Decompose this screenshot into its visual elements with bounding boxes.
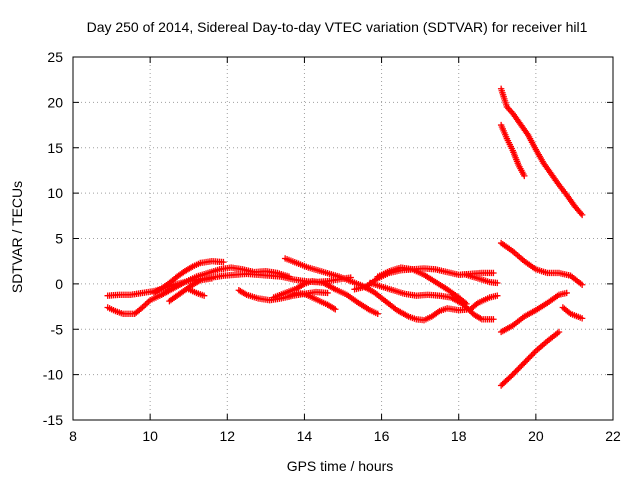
y-axis-label: SDTVAR / TECUs [9, 181, 25, 293]
x-tick-label: 10 [142, 428, 158, 444]
data-point [578, 211, 586, 219]
series-arc-15 [497, 121, 528, 180]
series-arc-18 [559, 304, 586, 322]
data-point [522, 358, 529, 365]
data-point [142, 301, 149, 308]
series-arc-13 [463, 271, 501, 287]
data-point [525, 355, 532, 362]
data-point [563, 289, 570, 297]
x-tick-label: 18 [451, 428, 467, 444]
data-point [518, 362, 525, 369]
data-point [515, 365, 522, 372]
data-point [529, 350, 537, 358]
x-tick-label: 16 [374, 428, 390, 444]
data-point [526, 353, 534, 361]
y-tick-label: -10 [43, 367, 63, 383]
data-point [509, 371, 516, 378]
data-point [494, 279, 501, 287]
data-point [200, 292, 208, 299]
data-point [513, 367, 521, 374]
x-tick-label: 12 [219, 428, 235, 444]
data-point [523, 356, 531, 364]
data-points [104, 85, 586, 389]
axis-ticks [72, 56, 614, 421]
y-tick-label: 10 [47, 185, 63, 201]
series-arc-19 [497, 328, 563, 389]
data-point [374, 310, 381, 318]
series-arc-17 [497, 289, 570, 336]
series-arc-7 [270, 277, 381, 318]
data-point [555, 328, 563, 336]
y-tick-label: -5 [51, 321, 64, 337]
data-point [531, 349, 538, 356]
series-arc-3 [150, 257, 227, 297]
data-point [578, 315, 586, 322]
data-point [494, 292, 501, 299]
x-tick-label: 8 [69, 428, 77, 444]
data-point [519, 361, 527, 368]
axis-tick-labels: 8 10 12 14 16 18 20 22 -15 -10 -5 0 5 10 15 20 25 [43, 49, 621, 444]
chart-title: Day 250 of 2014, Sidereal Day-to-day VTE… [87, 19, 588, 35]
data-point [508, 372, 515, 380]
data-point [324, 289, 331, 297]
data-point [143, 299, 151, 307]
x-tick-label: 14 [297, 428, 313, 444]
data-point [516, 364, 524, 371]
y-tick-label: 0 [55, 276, 63, 292]
y-tick-label: 15 [47, 140, 63, 156]
series-arc-14 [497, 85, 586, 219]
series-arc-5 [185, 286, 208, 299]
data-point [332, 306, 339, 313]
data-point [528, 352, 535, 359]
data-point [521, 359, 528, 367]
x-axis-label: GPS time / hours [287, 458, 394, 474]
x-tick-label: 20 [528, 428, 544, 444]
data-point [512, 368, 519, 375]
data-point [285, 273, 293, 280]
series-arc-2 [104, 264, 293, 318]
y-tick-label: 25 [47, 49, 63, 65]
series-arc-16 [497, 239, 586, 288]
data-point [208, 275, 216, 282]
series-arc-4 [166, 275, 216, 305]
data-point [490, 316, 497, 323]
data-point [506, 106, 514, 114]
x-tick-label: 22 [605, 428, 621, 444]
y-tick-label: 5 [55, 231, 63, 247]
data-point [490, 269, 497, 277]
series-arc-12 [366, 279, 497, 323]
series-arc-8 [285, 289, 339, 313]
data-point [510, 369, 518, 377]
y-tick-label: -15 [43, 412, 63, 428]
data-point [521, 172, 528, 180]
grid [72, 56, 614, 421]
data-point [578, 281, 586, 288]
y-tick-label: 20 [47, 94, 63, 110]
data-point [220, 258, 227, 266]
series-arc-11 [374, 264, 470, 308]
